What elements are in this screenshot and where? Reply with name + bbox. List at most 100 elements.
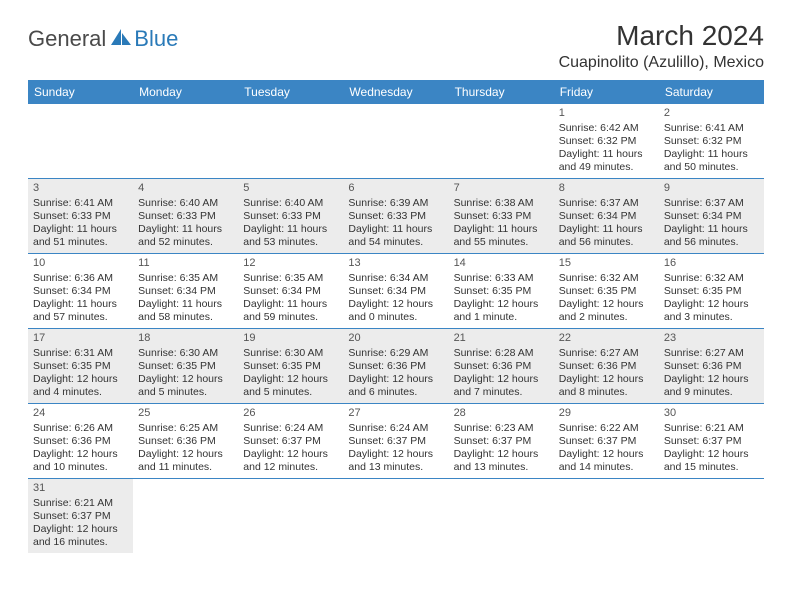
sunset-text: Sunset: 6:34 PM [33, 285, 128, 298]
sunrise-text: Sunrise: 6:29 AM [348, 347, 443, 360]
daylight-text: and 8 minutes. [559, 386, 654, 399]
daylight-text: Daylight: 11 hours [664, 148, 759, 161]
sunrise-text: Sunrise: 6:39 AM [348, 197, 443, 210]
day-number: 13 [348, 257, 443, 271]
daylight-text: and 55 minutes. [454, 236, 549, 249]
sunrise-text: Sunrise: 6:32 AM [559, 272, 654, 285]
daylight-text: and 53 minutes. [243, 236, 338, 249]
daylight-text: and 52 minutes. [138, 236, 233, 249]
day-number: 16 [664, 257, 759, 271]
daylight-text: Daylight: 12 hours [243, 448, 338, 461]
daylight-text: Daylight: 11 hours [33, 223, 128, 236]
sunrise-text: Sunrise: 6:42 AM [559, 122, 654, 135]
day-number: 3 [33, 182, 128, 196]
day-number: 15 [559, 257, 654, 271]
day-number: 29 [559, 407, 654, 421]
sunrise-text: Sunrise: 6:31 AM [33, 347, 128, 360]
sunset-text: Sunset: 6:37 PM [33, 510, 128, 523]
sunrise-text: Sunrise: 6:23 AM [454, 422, 549, 435]
sunrise-text: Sunrise: 6:30 AM [243, 347, 338, 360]
sunrise-text: Sunrise: 6:27 AM [559, 347, 654, 360]
daylight-text: Daylight: 12 hours [33, 373, 128, 386]
weekday-header: Sunday [28, 80, 133, 104]
daylight-text: Daylight: 12 hours [559, 298, 654, 311]
day-cell: 7Sunrise: 6:38 AMSunset: 6:33 PMDaylight… [449, 179, 554, 253]
day-cell: 16Sunrise: 6:32 AMSunset: 6:35 PMDayligh… [659, 254, 764, 328]
weekday-header: Tuesday [238, 80, 343, 104]
daylight-text: and 12 minutes. [243, 461, 338, 474]
sunrise-text: Sunrise: 6:41 AM [33, 197, 128, 210]
daylight-text: Daylight: 12 hours [664, 373, 759, 386]
day-number: 22 [559, 332, 654, 346]
daylight-text: Daylight: 11 hours [243, 223, 338, 236]
day-cell: 5Sunrise: 6:40 AMSunset: 6:33 PMDaylight… [238, 179, 343, 253]
sunrise-text: Sunrise: 6:28 AM [454, 347, 549, 360]
daylight-text: and 11 minutes. [138, 461, 233, 474]
sunrise-text: Sunrise: 6:32 AM [664, 272, 759, 285]
daylight-text: Daylight: 12 hours [664, 448, 759, 461]
sunset-text: Sunset: 6:33 PM [348, 210, 443, 223]
sunset-text: Sunset: 6:32 PM [664, 135, 759, 148]
day-cell: 15Sunrise: 6:32 AMSunset: 6:35 PMDayligh… [554, 254, 659, 328]
sunset-text: Sunset: 6:36 PM [138, 435, 233, 448]
sunrise-text: Sunrise: 6:34 AM [348, 272, 443, 285]
week-row: 24Sunrise: 6:26 AMSunset: 6:36 PMDayligh… [28, 404, 764, 479]
day-cell: 2Sunrise: 6:41 AMSunset: 6:32 PMDaylight… [659, 104, 764, 178]
day-cell [343, 104, 448, 178]
daylight-text: Daylight: 12 hours [138, 373, 233, 386]
page-root: GeneralBlue March 2024 Cuapinolito (Azul… [0, 0, 792, 563]
sunset-text: Sunset: 6:37 PM [559, 435, 654, 448]
day-number: 11 [138, 257, 233, 271]
sunrise-text: Sunrise: 6:40 AM [243, 197, 338, 210]
logo-text-blue: Blue [134, 26, 178, 52]
day-cell: 13Sunrise: 6:34 AMSunset: 6:34 PMDayligh… [343, 254, 448, 328]
week-row: 3Sunrise: 6:41 AMSunset: 6:33 PMDaylight… [28, 179, 764, 254]
day-number: 2 [664, 107, 759, 121]
daylight-text: Daylight: 12 hours [454, 373, 549, 386]
daylight-text: and 57 minutes. [33, 311, 128, 324]
week-row: 17Sunrise: 6:31 AMSunset: 6:35 PMDayligh… [28, 329, 764, 404]
sunrise-text: Sunrise: 6:40 AM [138, 197, 233, 210]
location-label: Cuapinolito (Azulillo), Mexico [559, 54, 764, 72]
sunrise-text: Sunrise: 6:37 AM [559, 197, 654, 210]
sunset-text: Sunset: 6:34 PM [664, 210, 759, 223]
day-number: 8 [559, 182, 654, 196]
week-row: 10Sunrise: 6:36 AMSunset: 6:34 PMDayligh… [28, 254, 764, 329]
day-cell [659, 479, 764, 553]
sunrise-text: Sunrise: 6:25 AM [138, 422, 233, 435]
day-number: 30 [664, 407, 759, 421]
sunset-text: Sunset: 6:33 PM [243, 210, 338, 223]
sunset-text: Sunset: 6:37 PM [664, 435, 759, 448]
day-cell: 10Sunrise: 6:36 AMSunset: 6:34 PMDayligh… [28, 254, 133, 328]
sunset-text: Sunset: 6:34 PM [348, 285, 443, 298]
daylight-text: and 3 minutes. [664, 311, 759, 324]
daylight-text: and 5 minutes. [243, 386, 338, 399]
daylight-text: Daylight: 12 hours [664, 298, 759, 311]
day-cell: 24Sunrise: 6:26 AMSunset: 6:36 PMDayligh… [28, 404, 133, 478]
daylight-text: Daylight: 12 hours [348, 448, 443, 461]
sunrise-text: Sunrise: 6:41 AM [664, 122, 759, 135]
day-cell: 9Sunrise: 6:37 AMSunset: 6:34 PMDaylight… [659, 179, 764, 253]
daylight-text: and 0 minutes. [348, 311, 443, 324]
daylight-text: Daylight: 11 hours [138, 298, 233, 311]
sunset-text: Sunset: 6:37 PM [243, 435, 338, 448]
day-cell [343, 479, 448, 553]
daylight-text: Daylight: 11 hours [138, 223, 233, 236]
day-cell: 19Sunrise: 6:30 AMSunset: 6:35 PMDayligh… [238, 329, 343, 403]
sunset-text: Sunset: 6:35 PM [243, 360, 338, 373]
sunrise-text: Sunrise: 6:26 AM [33, 422, 128, 435]
day-cell: 20Sunrise: 6:29 AMSunset: 6:36 PMDayligh… [343, 329, 448, 403]
weekday-header: Saturday [659, 80, 764, 104]
day-cell: 17Sunrise: 6:31 AMSunset: 6:35 PMDayligh… [28, 329, 133, 403]
sunrise-text: Sunrise: 6:24 AM [348, 422, 443, 435]
daylight-text: and 1 minute. [454, 311, 549, 324]
sunrise-text: Sunrise: 6:21 AM [33, 497, 128, 510]
sunrise-text: Sunrise: 6:35 AM [138, 272, 233, 285]
sunset-text: Sunset: 6:33 PM [138, 210, 233, 223]
sunset-text: Sunset: 6:36 PM [454, 360, 549, 373]
day-cell: 18Sunrise: 6:30 AMSunset: 6:35 PMDayligh… [133, 329, 238, 403]
daylight-text: Daylight: 11 hours [454, 223, 549, 236]
sunset-text: Sunset: 6:36 PM [33, 435, 128, 448]
sunset-text: Sunset: 6:35 PM [559, 285, 654, 298]
day-cell [449, 104, 554, 178]
